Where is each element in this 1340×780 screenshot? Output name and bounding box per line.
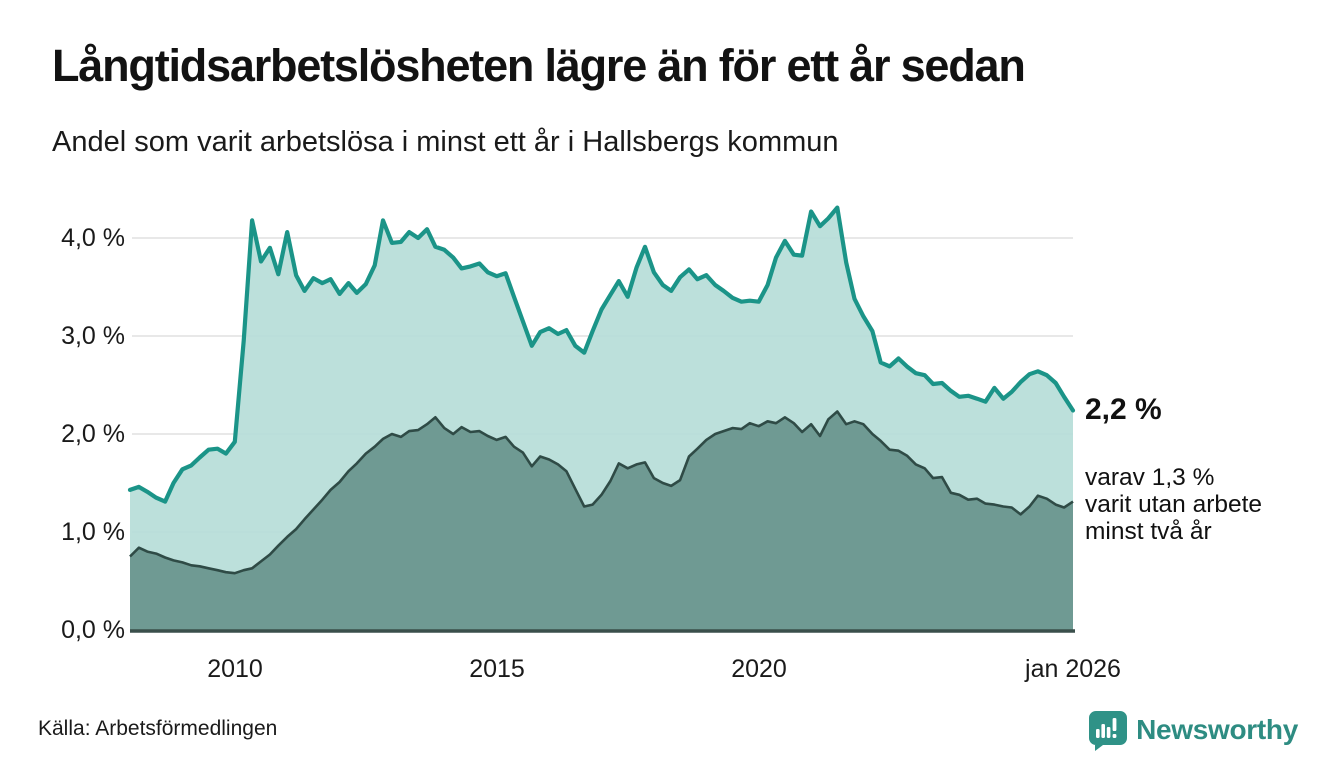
source-credit: Källa: Arbetsförmedlingen bbox=[38, 717, 278, 740]
annotation-line: varav 1,3 % bbox=[1085, 464, 1215, 491]
y-tick-label: 4,0 % bbox=[61, 224, 125, 252]
page-title: Långtidsarbetslösheten lägre än för ett … bbox=[52, 40, 1026, 91]
x-tick-label: jan 2026 bbox=[1025, 655, 1121, 683]
latest-value-label: 2,2 % bbox=[1085, 393, 1162, 426]
annotation-line: varit utan arbete bbox=[1085, 491, 1263, 518]
y-tick-label: 1,0 % bbox=[61, 518, 125, 546]
under-line bbox=[129, 410, 1074, 575]
annotation-line: minst två år bbox=[1085, 518, 1212, 545]
brand-wordmark: Newsworthy bbox=[1136, 714, 1298, 745]
x-tick-label: 2010 bbox=[207, 655, 263, 683]
x-tick-label: 2020 bbox=[731, 655, 787, 683]
x-tick-label: 2015 bbox=[469, 655, 525, 683]
sub-series-annotation: varav 1,3 % varit utan arbete minst två … bbox=[1085, 464, 1262, 545]
newsworthy-logo: Newsworthy bbox=[1087, 709, 1298, 751]
page-subtitle: Andel som varit arbetslösa i minst ett å… bbox=[52, 126, 839, 158]
y-tick-label: 2,0 % bbox=[61, 420, 125, 448]
y-tick-label: 0,0 % bbox=[61, 616, 125, 644]
newsworthy-bubble-icon bbox=[1089, 711, 1128, 751]
total-line bbox=[127, 205, 1076, 504]
under-area bbox=[130, 411, 1073, 630]
y-tick-label: 3,0 % bbox=[61, 322, 125, 350]
